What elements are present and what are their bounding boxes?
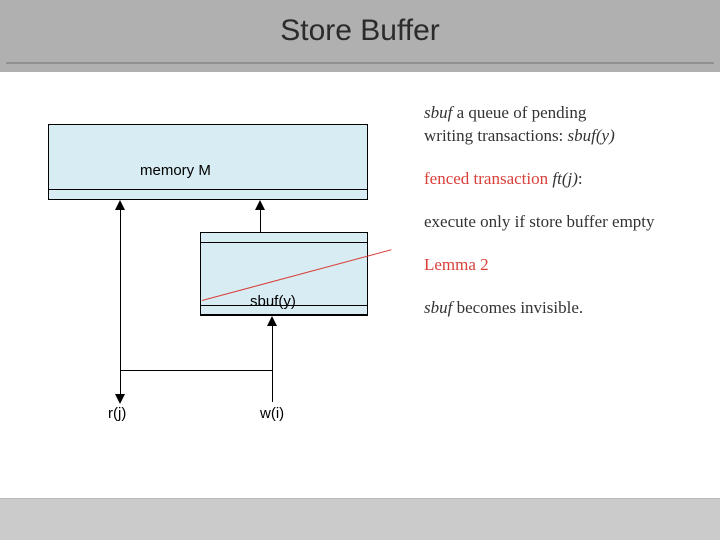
footer-band [0,498,720,540]
para-fenced: fenced transaction ft(j): [424,168,704,191]
para-sbuf-queue: sbuf a queue of pending writing transact… [424,102,704,148]
sbuf-label: sbuf(y) [250,293,296,310]
text-queue-1: a queue of pending [452,103,586,122]
memory-box-strip [49,189,367,199]
arrow-mem-down-line [120,208,121,370]
hbar-line [120,370,273,371]
diagram-area: memory M sbuf(y) r(j) w(i) [40,100,400,480]
fenced-text: fenced transaction [424,169,552,188]
para-invisible: sbuf becomes invisible. [424,297,704,320]
page-title: Store Buffer [6,14,714,64]
sbuf-term-1: sbuf [424,103,452,122]
rj-label: r(j) [108,405,126,422]
text-invisible: becomes invisible. [452,298,583,317]
ftj-term: ft(j) [552,169,578,188]
para-execute: execute only if store buffer empty [424,211,704,234]
arrow-wi-to-sbuf-head [267,316,277,326]
arrow-mem-up-head [115,200,125,210]
sbuf-strip-top [201,233,367,243]
arrow-sbuf-to-mem-line [260,208,261,232]
sbuf-y-term: sbuf(y) [568,126,615,145]
wi-label: w(i) [260,405,284,422]
fenced-colon: : [578,169,583,188]
memory-label: memory M [140,162,211,179]
right-text-block: sbuf a queue of pending writing transact… [424,102,704,340]
arrow-sbuf-to-mem-head [255,200,265,210]
rj-drop-head [115,394,125,404]
arrow-wi-to-sbuf-line [272,324,273,402]
text-queue-2: writing transactions: [424,126,568,145]
sbuf-term-2: sbuf [424,298,452,317]
rj-drop-line [120,370,121,396]
lemma-2: Lemma 2 [424,254,704,277]
